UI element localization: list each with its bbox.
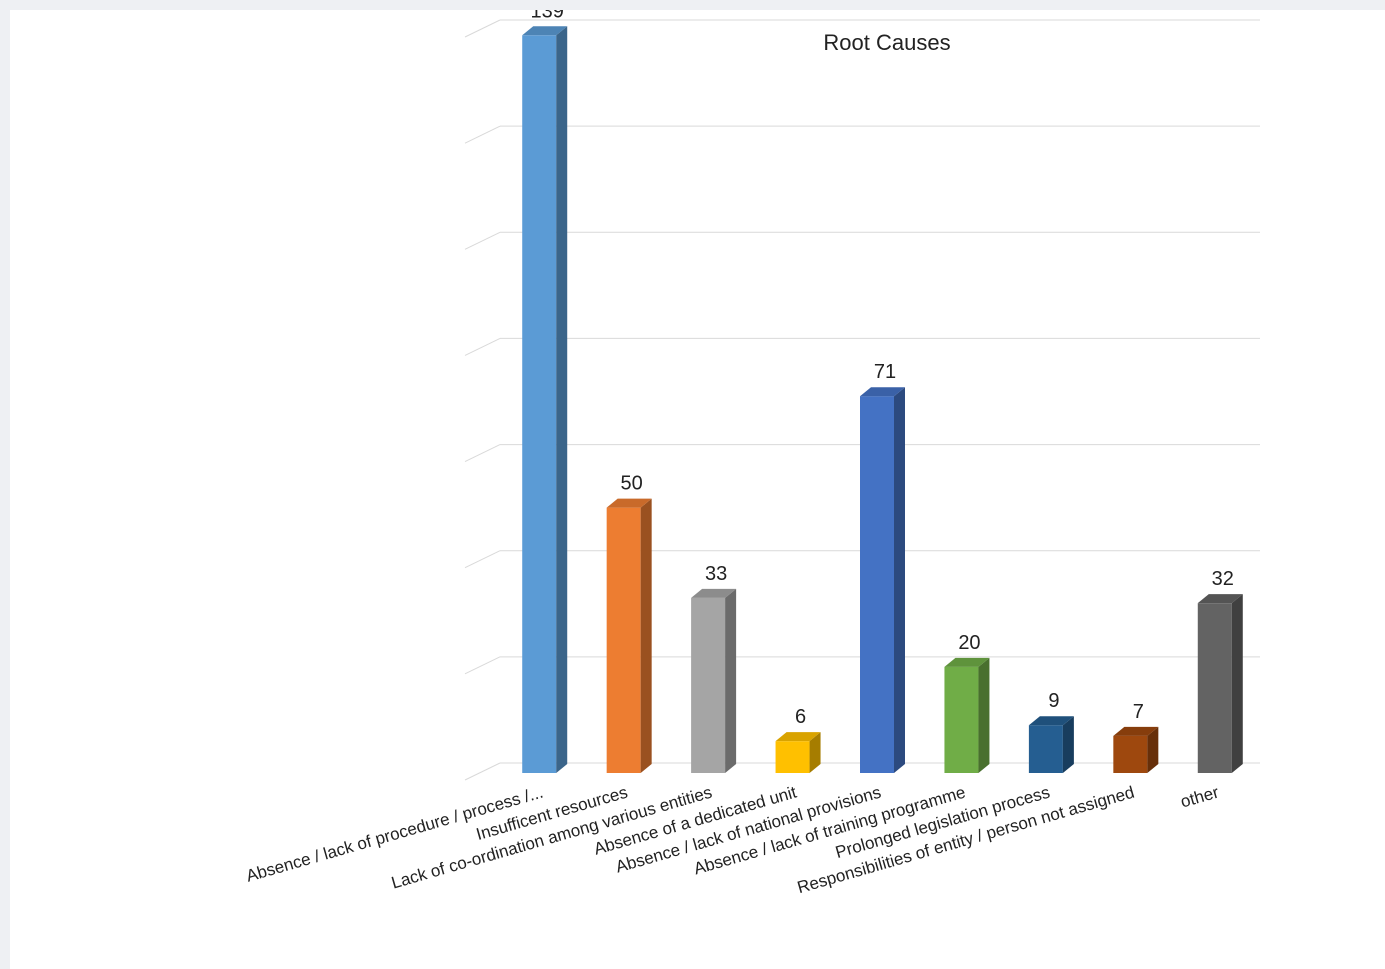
side-wall-gridline <box>464 656 501 675</box>
bar-top <box>775 732 821 742</box>
bar-top <box>1028 716 1074 726</box>
bar <box>522 26 568 774</box>
bar <box>775 732 821 773</box>
bar-top <box>1113 726 1159 736</box>
bar-side <box>1147 726 1159 773</box>
data-label: 20 <box>958 632 980 654</box>
bar-top <box>691 588 737 598</box>
bar <box>860 387 905 773</box>
bar-side <box>556 26 568 774</box>
bar <box>691 588 737 773</box>
bar-front <box>775 741 810 773</box>
side-wall-gridline <box>464 337 501 356</box>
bar-top <box>1197 594 1243 604</box>
bar-front <box>606 507 641 773</box>
bar-side <box>978 657 990 773</box>
side-wall-gridline <box>464 231 501 250</box>
bar-side <box>809 732 821 773</box>
bar <box>1028 716 1074 773</box>
bar-top <box>522 26 568 36</box>
category-label: other <box>1178 782 1221 811</box>
bar-front <box>1113 735 1148 773</box>
side-wall-gridline <box>464 444 501 463</box>
data-label: 9 <box>1048 690 1059 712</box>
bar <box>1113 726 1159 773</box>
bar <box>944 657 990 773</box>
data-label: 32 <box>1212 568 1234 590</box>
side-wall-gridline <box>464 762 501 781</box>
data-label: 6 <box>795 706 806 728</box>
data-label: 71 <box>874 361 896 383</box>
bar-layer <box>522 26 1243 774</box>
side-wall-gridline <box>464 125 501 144</box>
bar-top <box>944 657 990 667</box>
bar-side <box>640 498 652 773</box>
bar-side <box>1062 716 1074 773</box>
data-label: 139 <box>531 10 564 22</box>
bar-side <box>725 588 737 773</box>
bar <box>606 498 652 773</box>
chart-frame: 139 Absence / lack of procedure / process… <box>10 10 1385 969</box>
bar-top <box>860 387 905 397</box>
chart-title: Root Causes <box>823 30 950 55</box>
bar-front <box>522 35 557 774</box>
data-label: 33 <box>705 563 727 585</box>
bar-front <box>1197 603 1232 773</box>
bar-top <box>606 498 652 508</box>
side-wall-gridline <box>464 19 501 38</box>
data-label: 7 <box>1133 701 1144 723</box>
bar-front <box>944 666 979 773</box>
bar-side <box>1231 594 1243 773</box>
data-label: 50 <box>621 473 643 495</box>
bar-front <box>860 396 894 773</box>
bar <box>1197 594 1243 773</box>
bar-side <box>894 387 905 773</box>
side-wall-gridline <box>464 550 501 569</box>
bar-front <box>691 597 726 773</box>
bar-front <box>1028 725 1063 773</box>
